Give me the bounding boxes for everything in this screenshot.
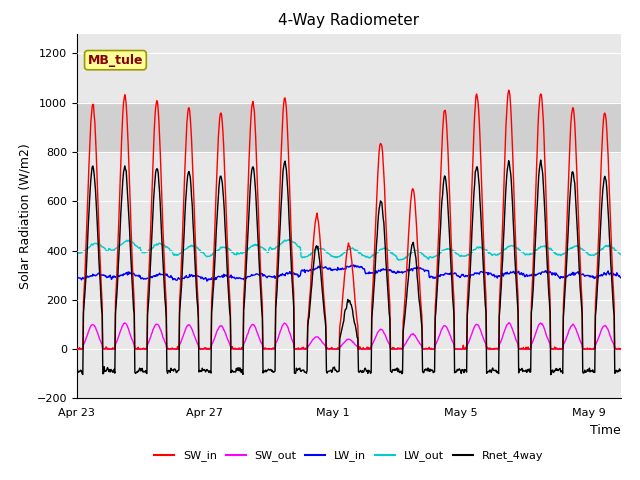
X-axis label: Time: Time <box>590 424 621 437</box>
Legend: SW_in, SW_out, LW_in, LW_out, Rnet_4way: SW_in, SW_out, LW_in, LW_out, Rnet_4way <box>150 446 548 466</box>
Y-axis label: Solar Radiation (W/m2): Solar Radiation (W/m2) <box>18 143 31 289</box>
Title: 4-Way Radiometer: 4-Way Radiometer <box>278 13 419 28</box>
Bar <box>77 103 621 152</box>
Text: MB_tule: MB_tule <box>88 54 143 67</box>
